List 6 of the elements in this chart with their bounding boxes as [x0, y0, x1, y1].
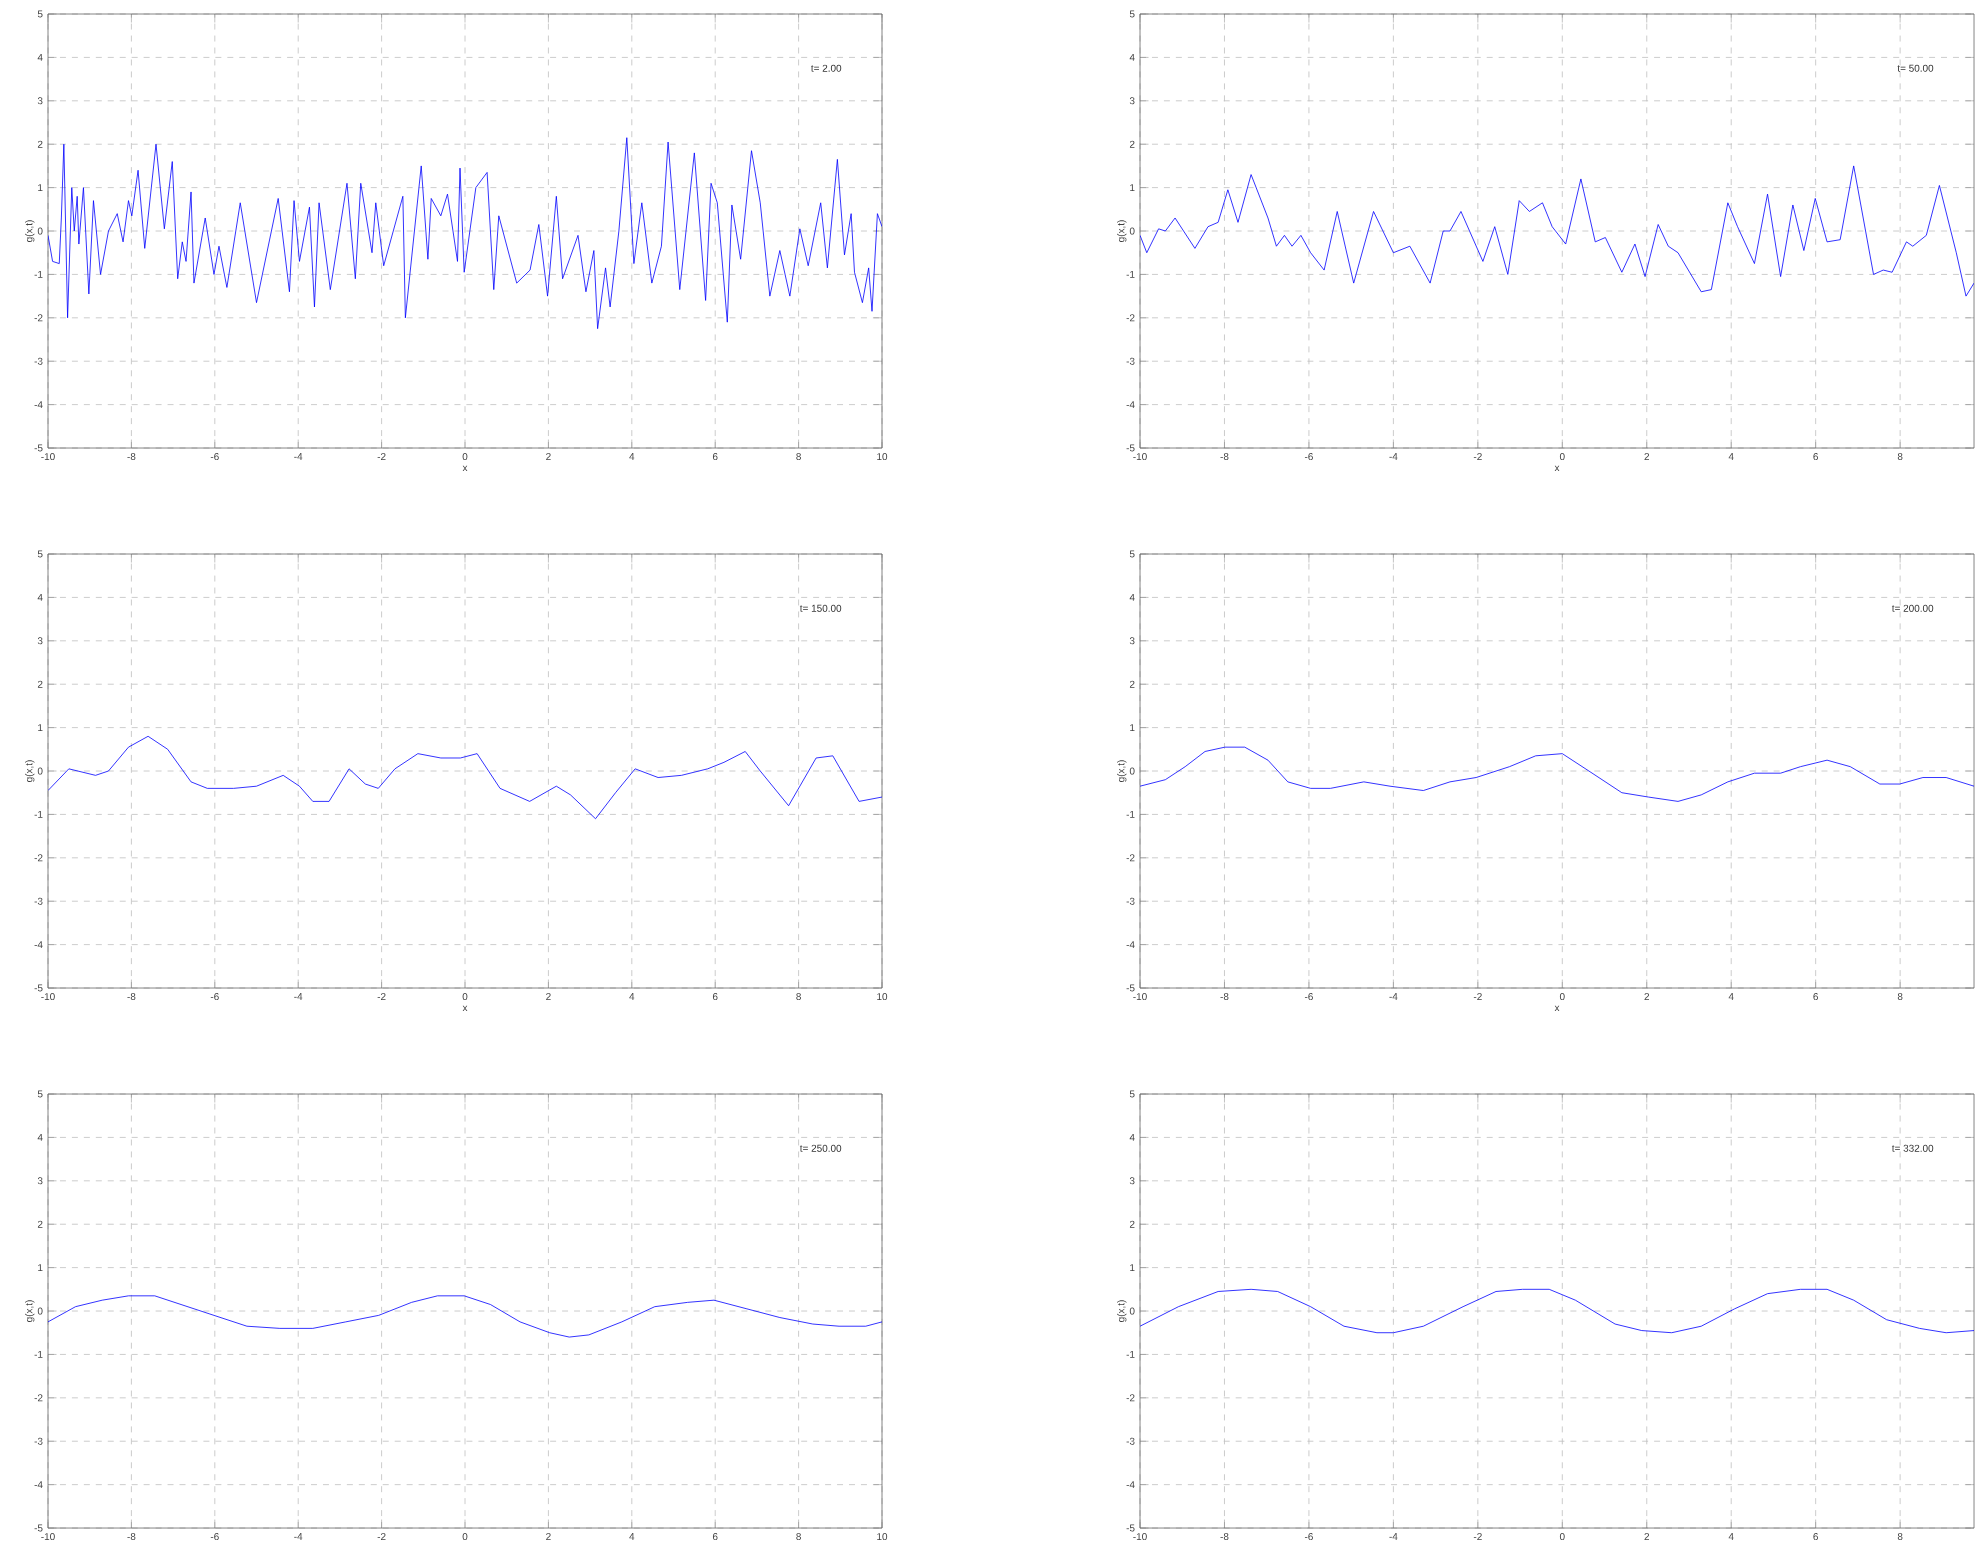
- line-series: [1140, 1288, 1975, 1334]
- line-series: [48, 1295, 883, 1338]
- line-series: [1140, 746, 1975, 802]
- line-series: [48, 735, 883, 820]
- line-series: [48, 137, 883, 330]
- line-series: [1140, 165, 1975, 297]
